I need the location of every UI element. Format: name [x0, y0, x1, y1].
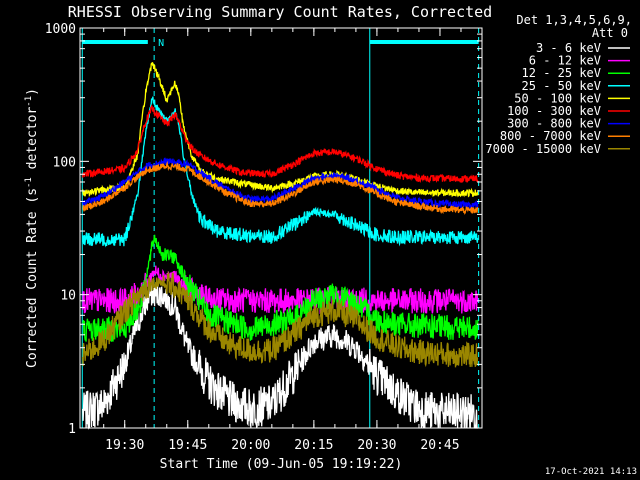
legend-header-line2: Att 0	[592, 26, 628, 40]
y-axis-label-part: )	[25, 88, 40, 96]
x-tick-label: 19:45	[168, 438, 207, 453]
series-line	[82, 234, 479, 342]
y-tick-label: 1000	[45, 22, 76, 37]
x-tick-label: 20:30	[357, 438, 396, 453]
y-axis-ticks: 1 10 100 1000	[45, 22, 482, 437]
chart-title: RHESSI Observing Summary Count Rates, Co…	[68, 3, 492, 21]
y-axis-label-exp: -1	[24, 96, 34, 107]
legend-entry-label: 50 - 100 keV	[514, 91, 601, 105]
x-tick-label: 20:00	[231, 438, 270, 453]
y-axis-label-part: Corrected Count Rate (s	[25, 188, 40, 368]
series-line	[82, 62, 479, 198]
series-layer	[82, 62, 479, 430]
series-line	[82, 282, 478, 430]
legend-header-line1: Det 1,3,4,5,6,9,	[516, 13, 632, 27]
x-axis-ticks: 19:30 19:45 20:00 20:15 20:30 20:45	[103, 28, 483, 453]
series-line	[82, 104, 479, 184]
legend-entry-label: 100 - 300 keV	[507, 104, 601, 118]
legend-entry-label: 3 - 6 keV	[536, 41, 601, 55]
legend-entry-label: 25 - 50 keV	[522, 79, 601, 93]
series-line	[82, 157, 479, 211]
y-axis-label-exp: -1	[24, 177, 34, 188]
series-line	[82, 270, 479, 368]
x-tick-label: 19:30	[105, 438, 144, 453]
legend-entry-label: 6 - 12 keV	[529, 54, 601, 68]
plot-frame	[79, 27, 483, 429]
series-line	[82, 160, 479, 215]
legend-entry-label: 800 - 7000 keV	[500, 129, 601, 143]
legend-entry-label: 300 - 800 keV	[507, 117, 601, 131]
y-axis-label-part: detector	[25, 107, 40, 178]
legend-entry-label: 7000 - 15000 keV	[485, 142, 601, 156]
footer-date: 17-Oct-2021 14:13	[545, 467, 637, 477]
x-tick-label: 20:15	[294, 438, 333, 453]
x-axis-label: Start Time (09-Jun-05 19:19:22)	[160, 457, 403, 472]
flare-marker-label: N	[158, 38, 164, 49]
legend-entry-label: 12 - 25 keV	[522, 66, 601, 80]
y-tick-label: 1	[68, 422, 76, 437]
y-axis-label: Corrected Count Rate (s-1 detector-1)	[24, 88, 40, 368]
x-tick-label: 20:45	[420, 438, 459, 453]
y-tick-label: 100	[53, 155, 76, 170]
y-tick-label: 10	[60, 289, 76, 304]
